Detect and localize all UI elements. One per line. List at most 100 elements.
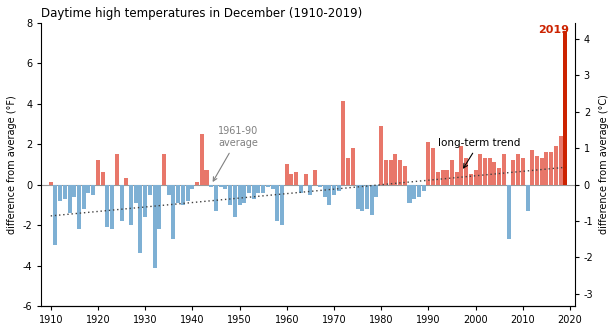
Bar <box>313 170 317 185</box>
Bar <box>440 170 445 185</box>
Bar <box>100 172 105 185</box>
Bar <box>540 158 544 185</box>
Bar <box>139 185 142 253</box>
Bar <box>185 185 190 201</box>
Bar <box>365 185 369 209</box>
Text: Daytime high temperatures in December (1910-2019): Daytime high temperatures in December (1… <box>41 7 363 20</box>
Bar <box>545 152 548 185</box>
Bar <box>394 154 397 185</box>
Bar <box>360 185 364 211</box>
Bar <box>275 185 279 221</box>
Bar <box>195 183 199 185</box>
Bar <box>337 185 341 191</box>
Bar <box>563 31 567 185</box>
Bar <box>559 136 562 185</box>
Bar <box>224 185 227 189</box>
Bar <box>379 126 383 185</box>
Bar <box>497 168 501 185</box>
Bar <box>506 185 511 239</box>
Bar <box>96 160 100 185</box>
Bar <box>370 185 374 215</box>
Bar <box>431 148 435 185</box>
Bar <box>398 160 402 185</box>
Bar <box>309 185 312 195</box>
Bar <box>549 152 553 185</box>
Bar <box>261 185 265 193</box>
Bar <box>417 185 421 197</box>
Bar <box>469 174 473 185</box>
Bar <box>205 170 208 185</box>
Bar <box>290 174 293 185</box>
Bar <box>49 183 53 185</box>
Bar <box>82 185 86 209</box>
Bar <box>110 185 114 229</box>
Bar <box>460 146 463 185</box>
Bar <box>242 185 246 203</box>
Bar <box>341 102 346 185</box>
Bar <box>129 185 133 225</box>
Bar <box>403 166 407 185</box>
Bar <box>157 185 161 229</box>
Bar <box>233 185 237 217</box>
Bar <box>214 185 218 211</box>
Bar <box>511 160 516 185</box>
Bar <box>488 158 492 185</box>
Bar <box>247 185 251 193</box>
Bar <box>492 162 496 185</box>
Bar <box>280 185 284 225</box>
Bar <box>521 158 525 185</box>
Bar <box>408 185 411 203</box>
Bar <box>238 185 241 205</box>
Bar <box>554 146 558 185</box>
Text: 1961-90
average: 1961-90 average <box>213 126 259 181</box>
Y-axis label: difference from average (°C): difference from average (°C) <box>599 94 609 234</box>
Bar <box>384 160 388 185</box>
Bar <box>63 185 67 199</box>
Bar <box>120 185 124 221</box>
Bar <box>153 185 156 268</box>
Bar <box>266 185 270 187</box>
Bar <box>455 172 459 185</box>
Bar <box>304 174 307 185</box>
Bar <box>318 185 322 187</box>
Bar <box>134 185 138 203</box>
Bar <box>445 170 449 185</box>
Bar <box>474 170 477 185</box>
Bar <box>426 142 431 185</box>
Bar <box>176 185 180 203</box>
Bar <box>464 158 468 185</box>
Bar <box>219 185 222 187</box>
Bar <box>530 150 534 185</box>
Bar <box>412 185 416 199</box>
Bar <box>450 160 454 185</box>
Bar <box>200 134 204 185</box>
Bar <box>332 185 336 195</box>
Bar <box>162 154 166 185</box>
Bar <box>228 185 232 205</box>
Bar <box>294 172 298 185</box>
Bar <box>323 185 326 197</box>
Bar <box>68 185 71 213</box>
Bar <box>525 185 530 211</box>
Bar <box>86 185 91 193</box>
Bar <box>105 185 110 227</box>
Bar <box>516 154 520 185</box>
Text: 2019: 2019 <box>538 25 569 35</box>
Bar <box>299 185 303 193</box>
Bar <box>483 158 487 185</box>
Bar <box>181 185 185 205</box>
Bar <box>375 185 378 197</box>
Bar <box>171 185 176 239</box>
Bar <box>124 178 128 185</box>
Bar <box>115 154 119 185</box>
Bar <box>436 172 440 185</box>
Bar <box>478 154 482 185</box>
Bar <box>389 160 392 185</box>
Bar <box>77 185 81 229</box>
Bar <box>72 185 76 197</box>
Bar <box>91 185 95 195</box>
Bar <box>270 185 275 189</box>
Bar <box>167 185 171 195</box>
Bar <box>346 158 350 185</box>
Bar <box>535 156 539 185</box>
